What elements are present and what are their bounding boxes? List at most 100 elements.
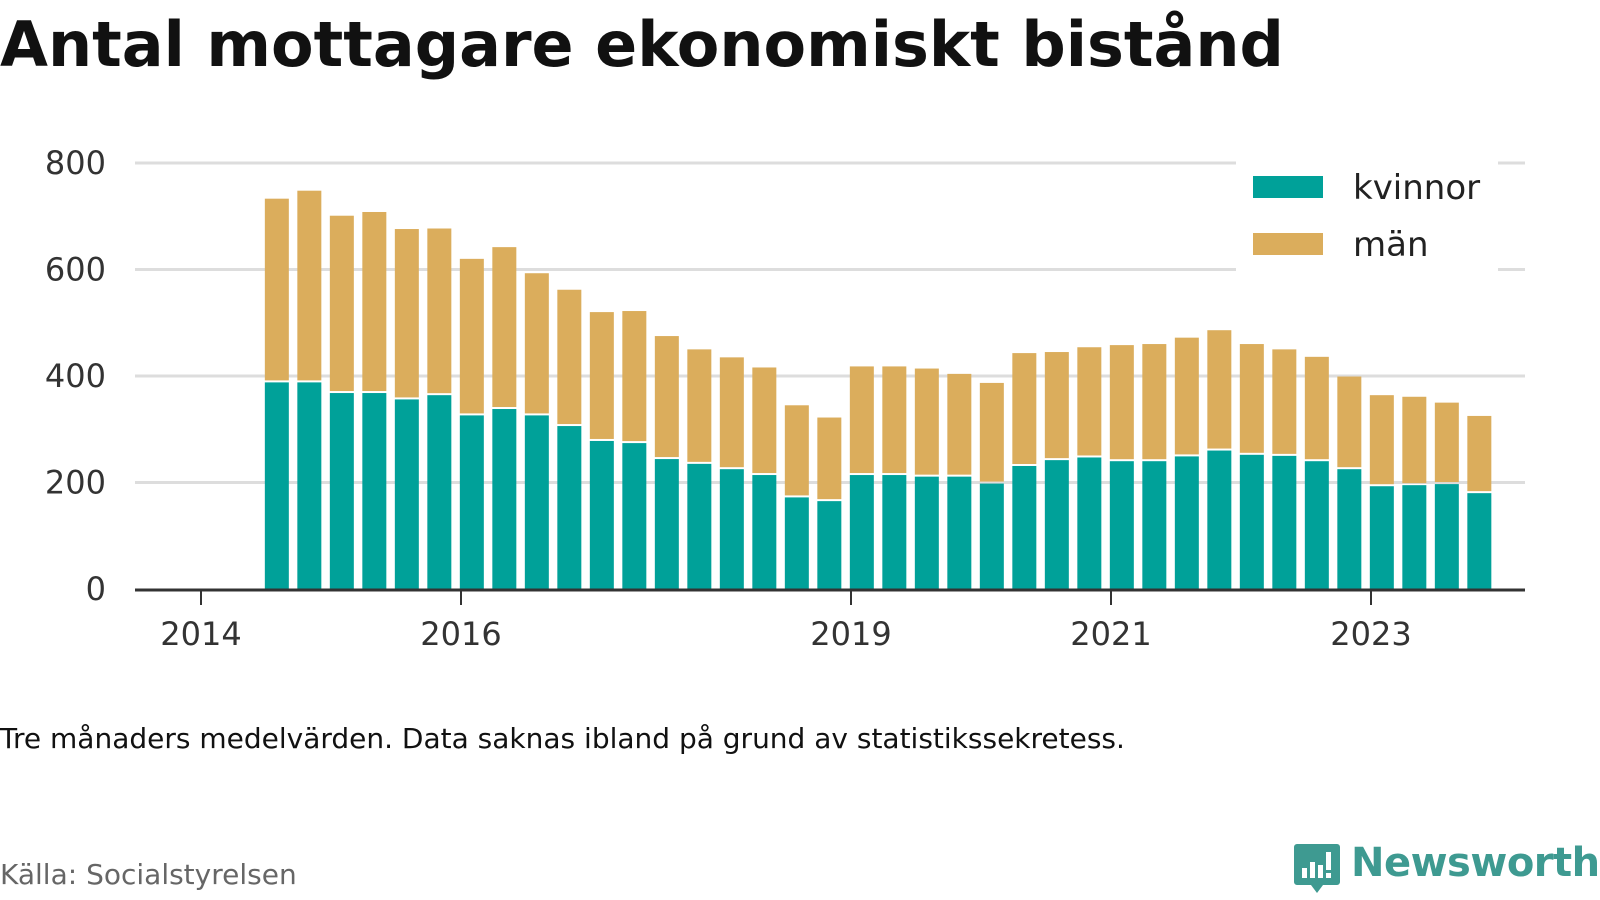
bar-kvinnor — [589, 440, 614, 589]
bar-kvinnor — [362, 393, 387, 589]
newsworthy-logo-icon — [1294, 844, 1340, 893]
bar-man — [979, 382, 1004, 482]
bar-man — [1109, 345, 1134, 460]
bar-man — [1304, 356, 1329, 460]
bar-man — [817, 417, 842, 500]
newsworthy-logo: Newsworthy — [1293, 840, 1600, 896]
bar-man — [394, 229, 419, 398]
bar-man — [752, 367, 777, 474]
bar-kvinnor — [979, 483, 1004, 589]
bar-man — [1239, 344, 1264, 453]
bar-man — [1174, 337, 1199, 455]
bar-kvinnor — [1434, 484, 1459, 589]
bar-kvinnor — [622, 443, 647, 589]
bar-man — [622, 311, 647, 442]
bar-man — [1369, 395, 1394, 485]
bar-man — [914, 368, 939, 475]
x-tick-label: 2021 — [1070, 615, 1151, 653]
bar-kvinnor — [297, 382, 322, 589]
chart: 2014 2016 2019 2021 2023 0 200 400 600 800 kvinn… — [45, 144, 1525, 653]
bars — [264, 190, 1492, 589]
bar-man — [1467, 415, 1492, 492]
bar-man — [329, 215, 354, 392]
chart-note: Tre månaders medelvärden. Data saknas ib… — [0, 722, 1125, 755]
bar-man — [784, 405, 809, 496]
bar-man — [1077, 347, 1102, 456]
bar-man — [1012, 353, 1037, 464]
bar-kvinnor — [817, 501, 842, 589]
legend: kvinnor män — [1236, 160, 1498, 272]
bar-man — [362, 211, 387, 392]
bar-kvinnor — [264, 382, 289, 589]
bar-man — [557, 289, 582, 425]
bar-kvinnor — [687, 463, 712, 589]
bar-kvinnor — [1272, 455, 1297, 589]
bar-man — [1402, 396, 1427, 484]
bar-kvinnor — [719, 469, 744, 589]
legend-swatch-man — [1253, 233, 1323, 255]
x-tick-label: 2019 — [810, 615, 891, 653]
bar-kvinnor — [1109, 461, 1134, 589]
bar-kvinnor — [1012, 465, 1037, 589]
chart-title: Antal mottagare ekonomiskt bistånd — [0, 8, 1284, 81]
x-axis-ticks: 2014 2016 2019 2021 2023 — [160, 591, 1412, 653]
bar-kvinnor — [1402, 485, 1427, 589]
bar-kvinnor — [1174, 456, 1199, 589]
legend-label-kvinnor: kvinnor — [1353, 168, 1480, 208]
bar-kvinnor — [329, 393, 354, 589]
bar-kvinnor — [524, 415, 549, 589]
bar-kvinnor — [492, 409, 517, 589]
bar-man — [687, 349, 712, 462]
bar-kvinnor — [1207, 450, 1232, 589]
bar-man — [1044, 352, 1069, 459]
bar-man — [849, 366, 874, 474]
bar-man — [947, 373, 972, 475]
bar-man — [459, 258, 484, 414]
x-tick-label: 2016 — [420, 615, 501, 653]
bar-kvinnor — [1337, 469, 1362, 589]
bar-man — [1142, 344, 1167, 460]
bar-kvinnor — [784, 497, 809, 589]
bar-man — [882, 366, 907, 474]
y-tick-label: 400 — [45, 357, 106, 395]
bar-kvinnor — [427, 395, 452, 589]
legend-swatch-kvinnor — [1253, 176, 1323, 198]
bar-man — [524, 273, 549, 414]
bar-kvinnor — [459, 415, 484, 589]
bar-man — [654, 336, 679, 458]
bar-kvinnor — [557, 426, 582, 589]
legend-label-man: män — [1353, 225, 1429, 265]
bar-man — [1207, 330, 1232, 449]
x-tick-label: 2023 — [1330, 615, 1411, 653]
bar-man — [719, 357, 744, 468]
bar-kvinnor — [752, 475, 777, 589]
y-tick-label: 800 — [45, 144, 106, 182]
bar-kvinnor — [394, 399, 419, 589]
bar-kvinnor — [914, 476, 939, 589]
bar-man — [297, 190, 322, 381]
bar-man — [1272, 349, 1297, 454]
x-tick-label: 2014 — [160, 615, 241, 653]
y-tick-label: 0 — [86, 570, 106, 608]
bar-man — [427, 228, 452, 394]
bar-kvinnor — [1077, 457, 1102, 589]
bar-man — [492, 247, 517, 408]
bar-man — [589, 312, 614, 439]
bar-kvinnor — [1369, 486, 1394, 589]
bar-kvinnor — [654, 459, 679, 589]
bar-kvinnor — [1304, 461, 1329, 589]
bar-kvinnor — [947, 476, 972, 589]
bar-kvinnor — [849, 475, 874, 589]
logo-text: Newsworthy — [1351, 840, 1600, 886]
bar-kvinnor — [1467, 493, 1492, 589]
bar-kvinnor — [1239, 454, 1264, 589]
source-credit: Källa: Socialstyrelsen — [0, 858, 297, 891]
bar-kvinnor — [1142, 461, 1167, 589]
bar-man — [1434, 402, 1459, 483]
y-tick-label: 200 — [45, 464, 106, 502]
bar-kvinnor — [882, 475, 907, 589]
bar-man — [264, 198, 289, 381]
y-axis-ticks: 0 200 400 600 800 — [45, 144, 106, 608]
bar-kvinnor — [1044, 460, 1069, 589]
bar-man — [1337, 376, 1362, 468]
